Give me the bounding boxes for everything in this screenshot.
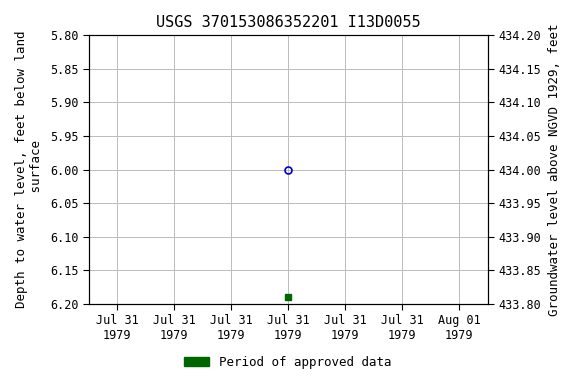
Y-axis label: Groundwater level above NGVD 1929, feet: Groundwater level above NGVD 1929, feet [548,23,561,316]
Legend: Period of approved data: Period of approved data [179,351,397,374]
Title: USGS 370153086352201 I13D0055: USGS 370153086352201 I13D0055 [156,15,420,30]
Y-axis label: Depth to water level, feet below land
 surface: Depth to water level, feet below land su… [15,31,43,308]
